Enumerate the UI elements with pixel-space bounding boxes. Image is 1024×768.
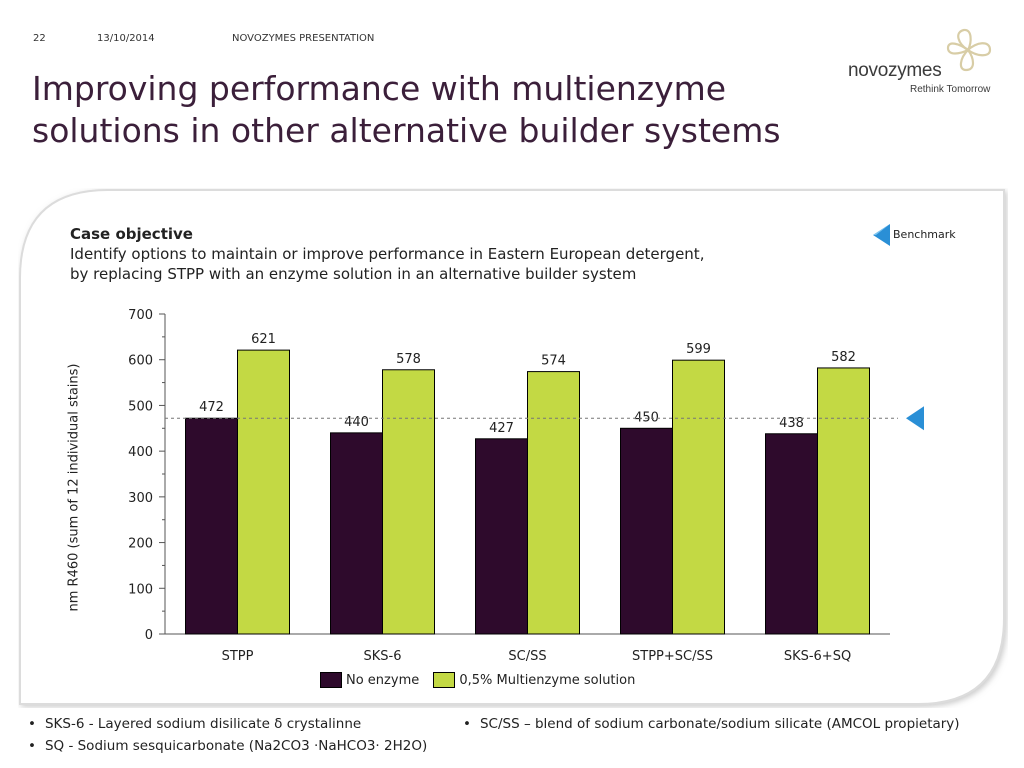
footnote-scss: SC/SS – blend of sodium carbonate/sodium…: [463, 716, 960, 732]
data-label: 578: [396, 352, 421, 367]
page-title: Improving performance with multienzyme s…: [32, 68, 832, 152]
legend-item-no-enzyme: No enzyme: [320, 672, 419, 688]
title-line-2: solutions in other alternative builder s…: [32, 111, 781, 150]
y-tick-label: 600: [128, 354, 153, 369]
legend-item-multienzyme: 0,5% Multienzyme solution: [433, 672, 635, 688]
title-line-1: Improving performance with multienzyme: [32, 69, 727, 108]
case-objective-line-2: by replacing STPP with an enzyme solutio…: [70, 265, 637, 283]
logo-tagline: Rethink Tomorrow: [910, 84, 991, 95]
bar-no-enzyme: [330, 432, 383, 635]
data-label: 440: [344, 415, 369, 430]
case-objective: Case objective Identify options to maint…: [70, 224, 850, 284]
footnote-sq: SQ - Sodium sesquicarbonate (Na2CO3 ·NaH…: [28, 738, 427, 754]
benchmark-legend-arrow-icon: [873, 224, 890, 246]
bar-multienzyme: [237, 349, 290, 635]
bar-no-enzyme: [185, 417, 238, 635]
novozymes-logo: novozymes Rethink Tomorrow: [848, 28, 998, 98]
x-tick-label: STPP+SC/SS: [632, 649, 713, 664]
data-label: 621: [251, 332, 276, 347]
case-objective-heading: Case objective: [70, 225, 193, 243]
bar-no-enzyme: [475, 438, 528, 635]
bar-multienzyme: [382, 369, 435, 635]
legend-swatch-no-enzyme: [320, 672, 342, 688]
clover-logo-icon: [946, 28, 992, 72]
data-label: 574: [541, 354, 566, 369]
y-tick-label: 300: [128, 491, 153, 506]
y-axis-label: nm R460 (sum of 12 individual stains): [66, 363, 82, 612]
x-tick-label: STPP: [222, 649, 254, 664]
y-tick-label: 100: [128, 582, 153, 597]
legend-label-no-enzyme: No enzyme: [346, 672, 420, 688]
y-tick-label: 200: [128, 537, 153, 552]
bar-multienzyme: [672, 359, 725, 635]
y-tick-label: 500: [128, 399, 153, 414]
case-objective-line-1: Identify options to maintain or improve …: [70, 245, 705, 263]
footnote-sks6: SKS-6 - Layered sodium disilicate δ crys…: [28, 716, 361, 732]
chart-legend: No enzyme 0,5% Multienzyme solution: [320, 672, 645, 692]
y-tick-label: 700: [128, 308, 153, 323]
x-tick-label: SKS-6+SQ: [784, 649, 851, 664]
y-tick-label: 400: [128, 445, 153, 460]
data-label: 599: [686, 342, 711, 357]
presentation-name: NOVOZYMES PRESENTATION: [232, 33, 375, 44]
bar-multienzyme: [527, 371, 580, 635]
benchmark-arrow-icon: [906, 406, 924, 431]
bar-no-enzyme: [620, 427, 673, 635]
bar-no-enzyme: [765, 433, 818, 635]
benchmark-label: Benchmark: [893, 228, 956, 241]
legend-swatch-multienzyme: [433, 672, 456, 688]
data-label: 427: [489, 421, 514, 436]
x-tick-label: SKS-6: [364, 649, 402, 664]
x-tick-label: SC/SS: [508, 649, 546, 664]
slide-date: 13/10/2014: [97, 33, 155, 44]
data-label: 438: [779, 416, 804, 431]
data-label: 582: [831, 350, 856, 365]
logo-wordmark: novozymes: [848, 60, 942, 81]
slide-number: 22: [33, 33, 46, 44]
y-tick-label: 0: [145, 628, 153, 643]
legend-label-multienzyme: 0,5% Multienzyme solution: [459, 672, 636, 688]
data-label: 472: [199, 400, 224, 415]
bar-multienzyme: [817, 367, 870, 635]
